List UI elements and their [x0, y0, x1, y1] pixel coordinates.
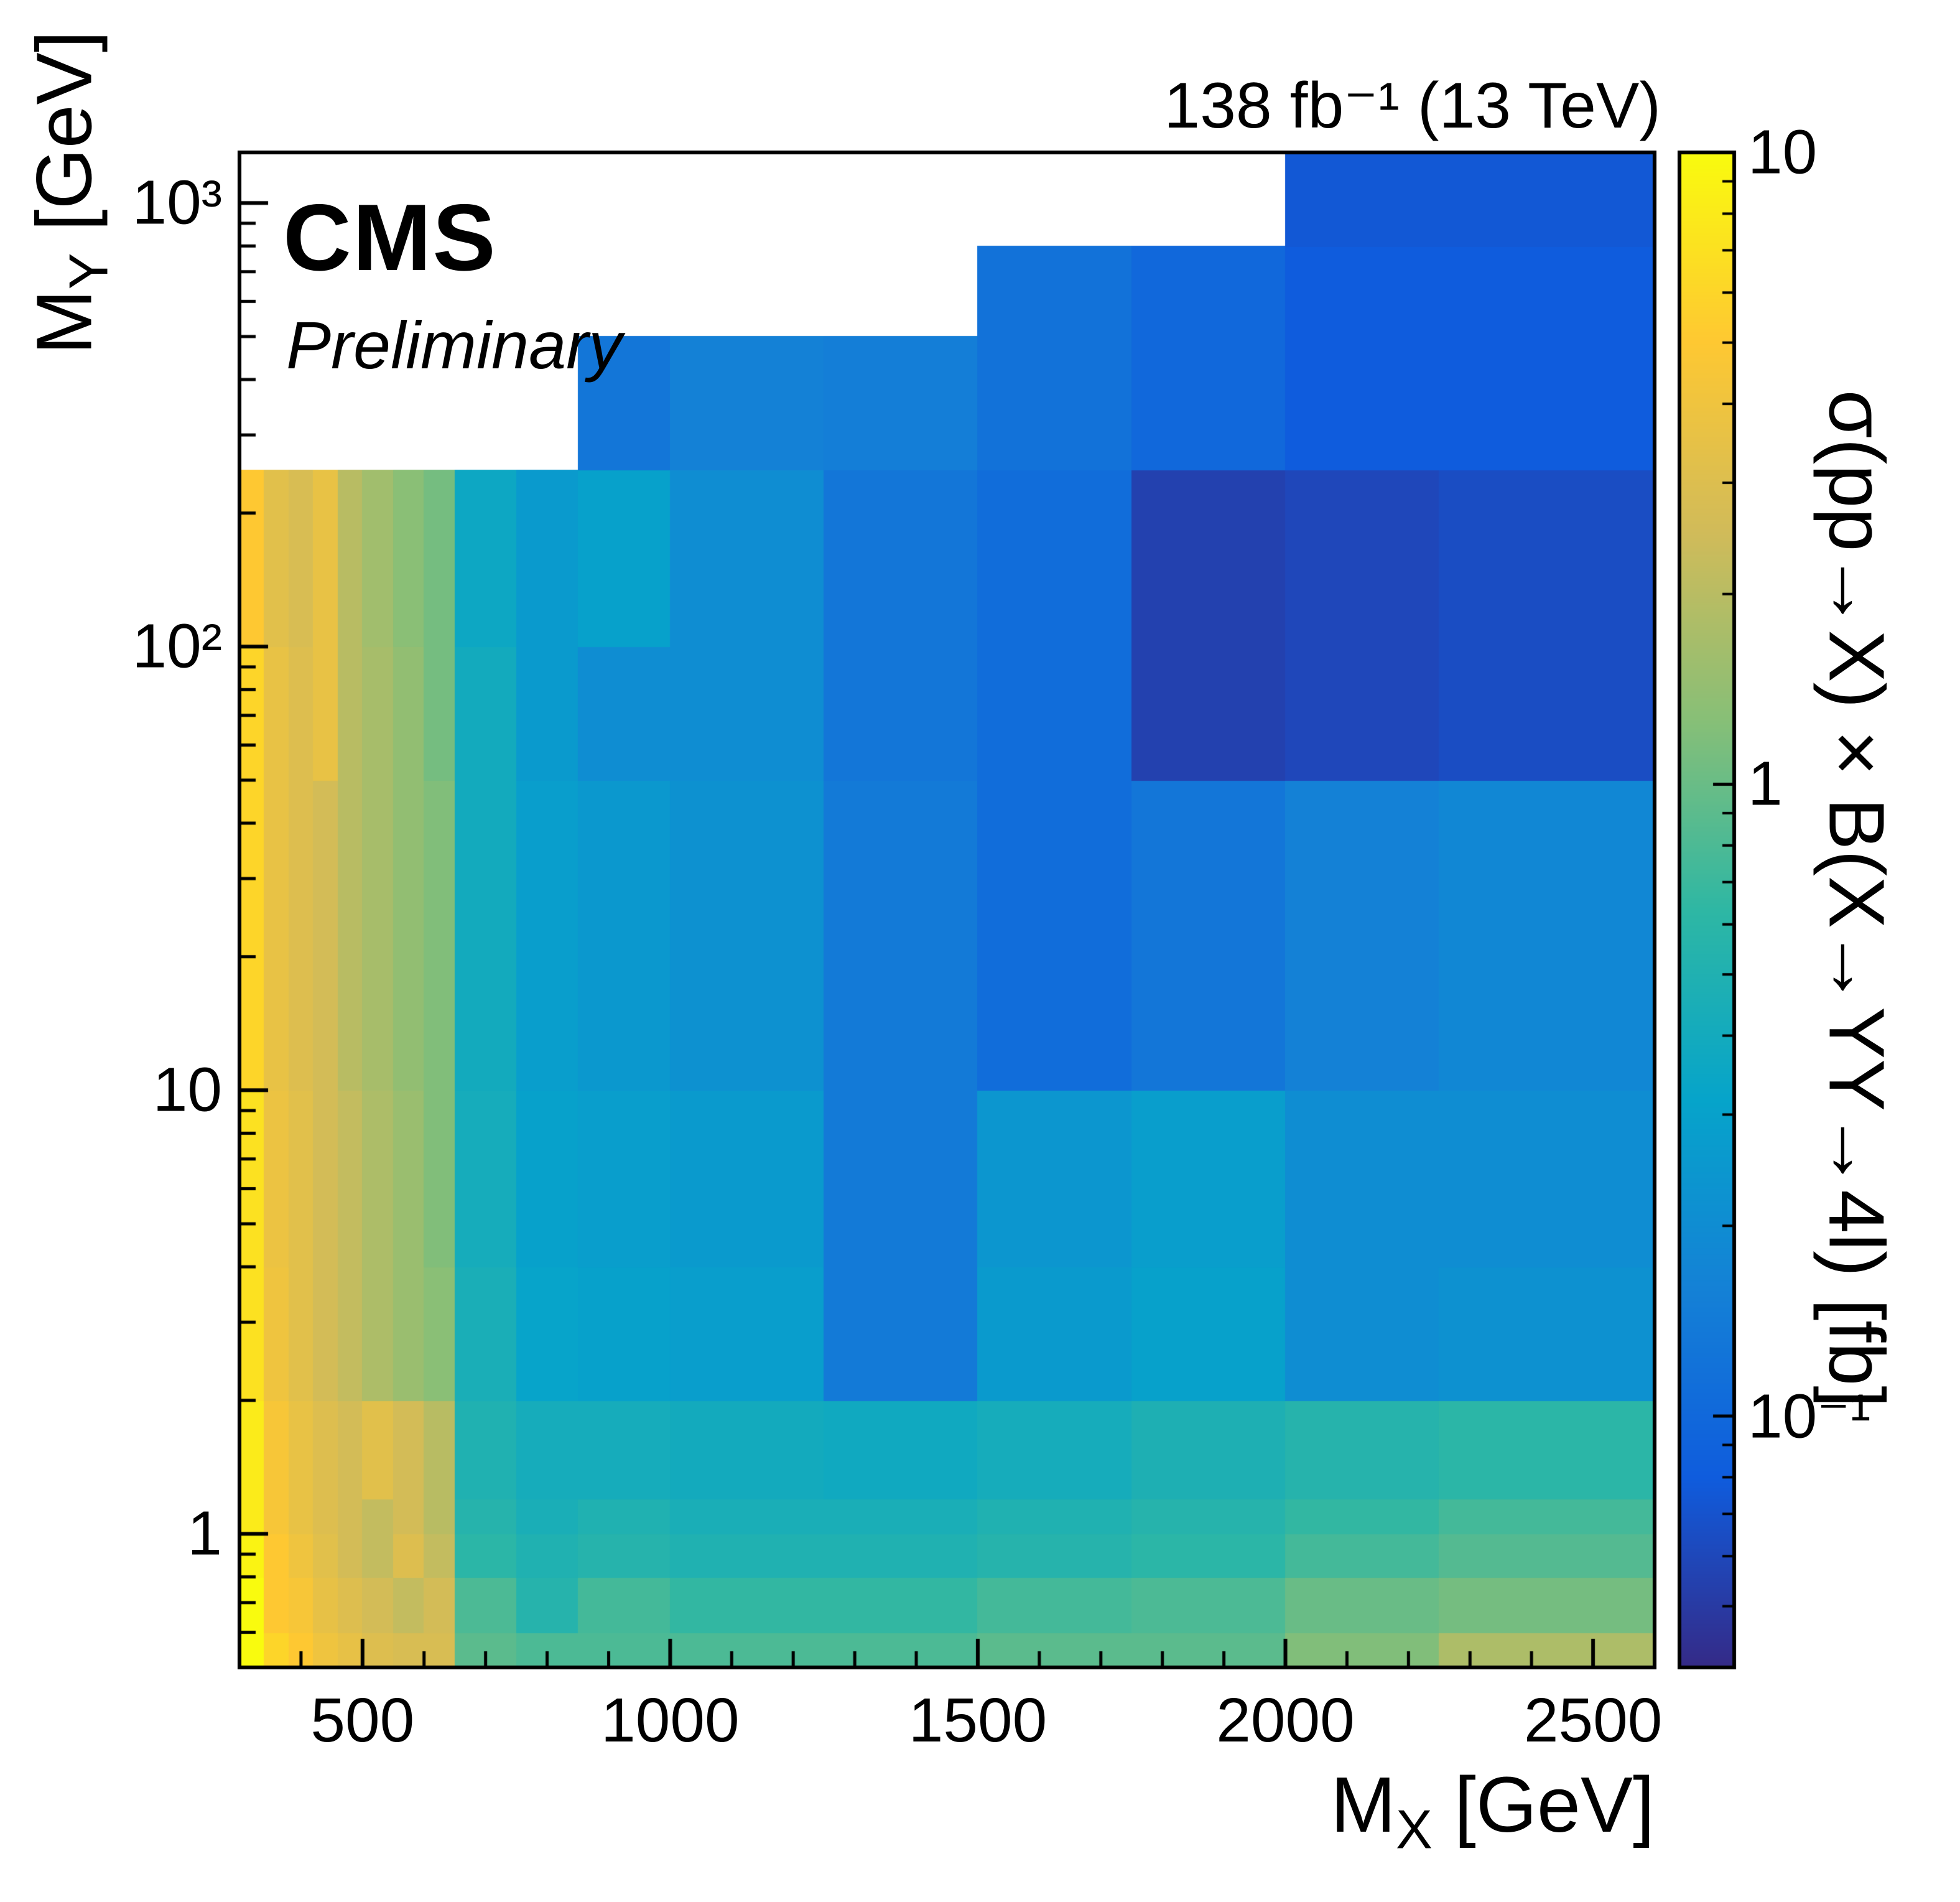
y-tick-label: 10 — [152, 1055, 222, 1125]
lumi-label: 138 fb⁻¹ (13 TeV) — [1164, 70, 1661, 142]
y-tick-label: 1 — [187, 1498, 222, 1569]
y-axis-title-rest: [GeV] — [20, 30, 108, 253]
z-tick-label: 10 — [1748, 117, 1818, 187]
x-axis-title-rest: [GeV] — [1432, 1761, 1655, 1848]
experiment-label: CMS — [283, 185, 497, 291]
y-axis-title-sub: Y — [57, 253, 119, 290]
status-label: Preliminary — [286, 307, 623, 383]
z-tick-label: 1 — [1748, 748, 1783, 819]
x-tick-label: 2500 — [1523, 1685, 1663, 1755]
x-axis-title-main: M — [1331, 1761, 1396, 1848]
x-axis-title: MX [GeV] — [1331, 1760, 1655, 1861]
x-tick-label: 1500 — [908, 1685, 1047, 1755]
z-axis-title: σ(pp→X) × B(X→YY→4l) [fb] — [1813, 389, 1901, 1408]
y-tick-label: 10³ — [132, 167, 222, 238]
x-tick-label: 1000 — [601, 1685, 740, 1755]
x-tick-label: 500 — [310, 1685, 415, 1755]
z-tick-label: 10⁻¹ — [1748, 1381, 1871, 1452]
x-axis-title-sub: X — [1396, 1798, 1433, 1860]
x-tick-label: 2000 — [1216, 1685, 1355, 1755]
y-axis-title: MY [GeV] — [19, 0, 120, 473]
y-tick-label: 10² — [132, 611, 222, 681]
y-axis-title-main: M — [20, 289, 108, 355]
